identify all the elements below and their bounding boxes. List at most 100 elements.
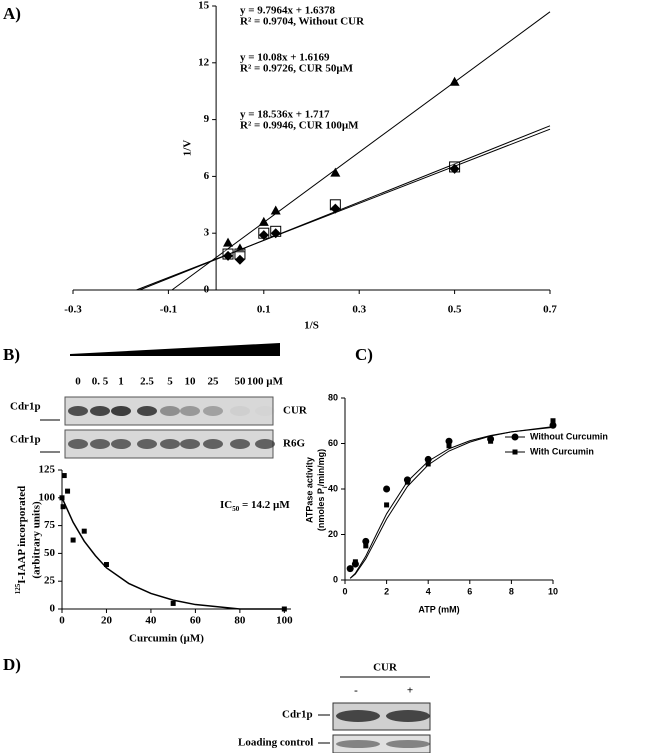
y-tick-label: 20 bbox=[328, 529, 338, 539]
point bbox=[363, 543, 369, 549]
concentration-label: 5 bbox=[167, 376, 173, 388]
point bbox=[61, 473, 67, 479]
point bbox=[258, 230, 269, 241]
point bbox=[383, 485, 391, 493]
point bbox=[488, 438, 494, 444]
point bbox=[425, 461, 431, 467]
concentration-label: 0 bbox=[75, 376, 81, 388]
band bbox=[68, 406, 88, 416]
x-axis-label: ATP (mM) bbox=[418, 604, 459, 614]
blot-lane-label: CUR bbox=[283, 405, 308, 417]
point bbox=[330, 203, 341, 214]
point bbox=[352, 559, 358, 565]
y-tick-label: 0 bbox=[333, 574, 338, 584]
x-tick-label: 100 bbox=[276, 615, 293, 627]
annotation: R² = 0.9726, CUR 50µM bbox=[240, 63, 354, 75]
subscript: i bbox=[323, 486, 329, 488]
band bbox=[90, 406, 110, 416]
concentration-label: 25 bbox=[208, 376, 220, 388]
point bbox=[347, 566, 353, 572]
point bbox=[330, 167, 341, 177]
concentration-label: 0. 5 bbox=[92, 376, 109, 388]
label-text: (nmoles P bbox=[316, 488, 326, 531]
point bbox=[60, 504, 66, 510]
fit-line bbox=[136, 128, 551, 291]
panel-label: A) bbox=[3, 4, 21, 23]
band bbox=[336, 710, 380, 722]
x-tick-label: 4 bbox=[426, 586, 431, 596]
superscript: 125 bbox=[14, 583, 22, 594]
band bbox=[111, 439, 131, 449]
point bbox=[170, 600, 176, 606]
x-tick-label: 2 bbox=[384, 586, 389, 596]
x-tick-label: 0.7 bbox=[543, 304, 557, 316]
band bbox=[386, 710, 430, 722]
band bbox=[160, 439, 180, 449]
fit-curve bbox=[349, 426, 554, 579]
point bbox=[81, 528, 87, 534]
blot-lane-label: R6G bbox=[283, 438, 305, 450]
annotation: y = 10.08x + 1.6169 bbox=[240, 52, 330, 64]
y-axis-label: (nmoles Pi/min/mg) bbox=[316, 449, 328, 531]
point bbox=[103, 562, 109, 568]
band bbox=[68, 439, 88, 449]
y-tick-label: 75 bbox=[44, 519, 56, 531]
band bbox=[255, 439, 275, 449]
x-tick-label: -0.1 bbox=[160, 304, 177, 316]
band bbox=[160, 406, 180, 416]
band bbox=[336, 740, 380, 748]
band bbox=[230, 406, 250, 416]
point bbox=[223, 237, 234, 247]
y-tick-label: 9 bbox=[204, 113, 210, 125]
y-tick-label: 12 bbox=[198, 56, 210, 68]
band bbox=[180, 406, 200, 416]
x-axis-label: 1/S bbox=[304, 320, 319, 332]
y-tick-label: 125 bbox=[39, 464, 56, 476]
y-tick-label: 6 bbox=[204, 170, 210, 182]
concentration-label: 10 bbox=[185, 376, 197, 388]
x-tick-label: -0.3 bbox=[64, 304, 82, 316]
y-axis-label: 1/V bbox=[182, 140, 194, 157]
point bbox=[70, 537, 76, 543]
y-tick-label: 100 bbox=[39, 491, 56, 503]
band bbox=[137, 406, 157, 416]
fit-line bbox=[171, 11, 551, 291]
point bbox=[550, 418, 556, 424]
concentration-label: 50 bbox=[235, 376, 247, 388]
x-tick-label: 6 bbox=[467, 586, 472, 596]
point bbox=[384, 502, 390, 508]
annotation: IC50 = 14.2 µM bbox=[220, 499, 290, 513]
lane-label: - bbox=[354, 685, 358, 697]
band bbox=[137, 439, 157, 449]
x-tick-label: 40 bbox=[145, 615, 157, 627]
label-text: I-IAAP incorporated bbox=[16, 486, 28, 584]
x-tick-label: 20 bbox=[101, 615, 113, 627]
y-axis-label: (arbitrary units) bbox=[31, 501, 43, 579]
legend-label: Without Curcumin bbox=[530, 431, 608, 441]
gradient-wedge bbox=[70, 343, 280, 356]
x-tick-label: 0.5 bbox=[448, 304, 462, 316]
fit-curve bbox=[61, 497, 285, 610]
y-tick-label: 40 bbox=[328, 483, 338, 493]
annotation-text: = 14.2 µM bbox=[239, 499, 290, 511]
point bbox=[65, 488, 71, 494]
x-tick-label: 0.1 bbox=[257, 304, 271, 316]
panel-label: D) bbox=[3, 655, 21, 674]
y-tick-label: 0 bbox=[50, 603, 56, 615]
x-tick-label: 10 bbox=[548, 586, 558, 596]
y-tick-label: 80 bbox=[328, 392, 338, 402]
x-axis-label: Curcumin (µM) bbox=[129, 633, 204, 645]
annotation: y = 9.7964x + 1.6378 bbox=[240, 5, 336, 17]
label-text: /min/mg) bbox=[316, 449, 326, 487]
fit-line bbox=[139, 125, 551, 291]
blot-row-label: Cdr1p bbox=[282, 709, 313, 721]
point bbox=[234, 254, 245, 265]
blot-row-label: Cdr1p bbox=[10, 401, 41, 413]
panel-label: C) bbox=[355, 345, 373, 364]
y-tick-label: 3 bbox=[204, 227, 210, 239]
point bbox=[281, 606, 287, 612]
blot-header: CUR bbox=[373, 662, 398, 674]
band bbox=[203, 439, 223, 449]
concentration-label: 1 bbox=[118, 376, 124, 388]
